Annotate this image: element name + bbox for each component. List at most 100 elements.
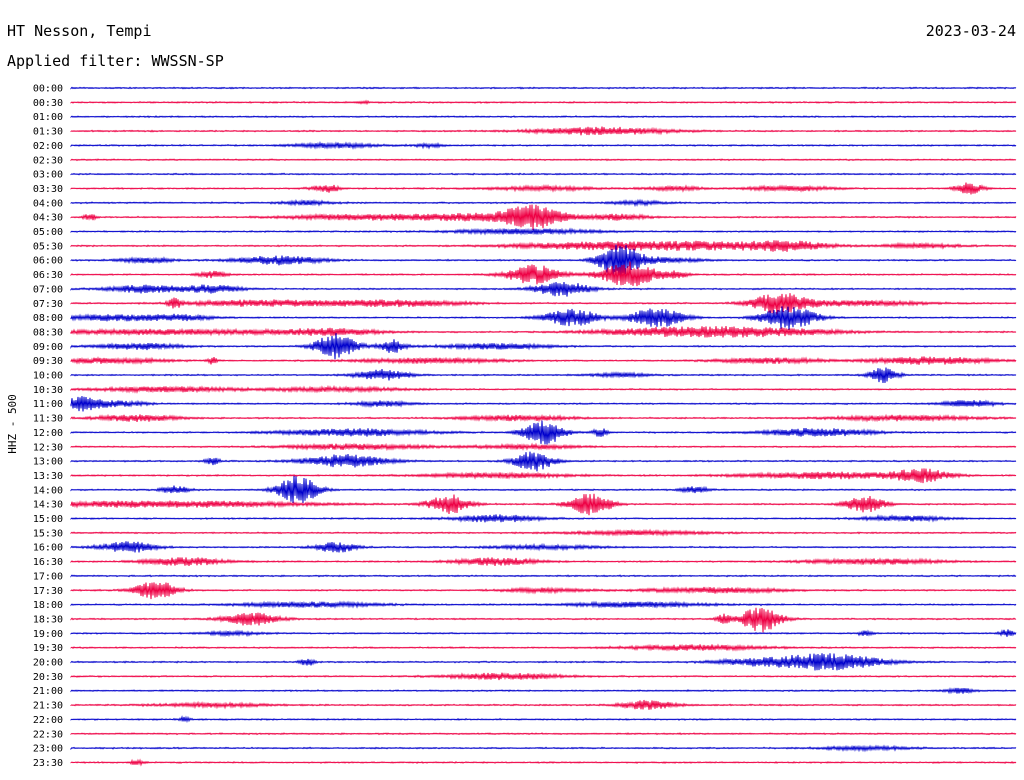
time-tick-label: 17:00: [33, 571, 63, 582]
date-label: 2023-03-24: [926, 22, 1016, 40]
time-tick-label: 19:30: [33, 643, 63, 654]
trace-line: [70, 141, 1017, 150]
trace-line: [70, 672, 1017, 681]
time-tick-label: 15:00: [33, 514, 63, 525]
trace-line: [70, 541, 1017, 553]
time-tick-label: 06:00: [33, 256, 63, 267]
time-tick-label: 10:00: [33, 371, 63, 382]
trace-line: [70, 475, 1017, 503]
time-tick-label: 03:00: [33, 170, 63, 181]
time-tick-label: 02:00: [33, 141, 63, 152]
trace-line: [70, 326, 1017, 338]
trace-line: [70, 306, 1017, 330]
trace-line: [70, 557, 1017, 566]
trace-line: [70, 261, 1017, 287]
trace-line: [70, 333, 1017, 360]
trace-line: [70, 244, 1017, 279]
trace-line: [70, 607, 1017, 633]
time-tick-label: 06:30: [33, 270, 63, 281]
trace-line: [70, 158, 1017, 162]
time-tick-label: 14:00: [33, 485, 63, 496]
trace-line: [70, 367, 1017, 384]
time-tick-label: 13:00: [33, 457, 63, 468]
time-tick-label: 18:30: [33, 614, 63, 625]
trace-line: [70, 687, 1017, 695]
trace-line: [70, 99, 1017, 106]
time-tick-label: 01:00: [33, 112, 63, 123]
time-tick-labels: 00:00 00:30 01:00 01:30 02:00 02:30 03:00 03:30…: [33, 84, 63, 769]
time-tick-label: 01:30: [33, 127, 63, 138]
trace-line: [70, 732, 1017, 736]
time-tick-label: 20:30: [33, 672, 63, 683]
time-tick-label: 00:00: [33, 84, 63, 95]
channel-axis-label: HHZ - 500: [6, 394, 19, 454]
trace-line: [70, 384, 1017, 394]
time-tick-label: 10:30: [33, 385, 63, 396]
trace-line: [70, 451, 1017, 472]
trace-line: [70, 282, 1017, 297]
trace-line: [70, 396, 1017, 412]
trace-line: [70, 629, 1017, 638]
time-tick-label: 07:00: [33, 284, 63, 295]
time-tick-label: 22:00: [33, 715, 63, 726]
time-tick-label: 22:30: [33, 729, 63, 740]
trace-line: [70, 182, 1017, 195]
trace-line: [70, 699, 1017, 710]
time-tick-label: 05:30: [33, 241, 63, 252]
trace-line: [70, 86, 1017, 90]
trace-line: [70, 126, 1017, 136]
trace-line: [70, 356, 1017, 366]
trace-line: [70, 600, 1017, 609]
trace-line: [70, 528, 1017, 537]
trace-line: [70, 574, 1017, 578]
trace-line: [70, 643, 1017, 652]
trace-line: [70, 115, 1017, 119]
trace-line: [70, 240, 1017, 252]
time-tick-label: 20:00: [33, 658, 63, 669]
time-tick-label: 23:30: [33, 758, 63, 769]
seismic-traces: [70, 86, 1017, 767]
time-tick-label: 12:00: [33, 428, 63, 439]
time-tick-label: 00:30: [33, 98, 63, 109]
trace-line: [70, 582, 1017, 600]
station-title: HT Nesson, Tempi: [7, 22, 152, 40]
time-tick-label: 05:00: [33, 227, 63, 238]
trace-line: [70, 420, 1017, 445]
time-tick-label: 04:30: [33, 213, 63, 224]
trace-line: [70, 198, 1017, 208]
trace-line: [70, 227, 1017, 236]
trace-line: [70, 715, 1017, 723]
time-tick-label: 08:00: [33, 313, 63, 324]
time-tick-label: 19:00: [33, 629, 63, 640]
time-tick-label: 11:30: [33, 414, 63, 425]
time-tick-label: 08:30: [33, 327, 63, 338]
time-tick-label: 09:00: [33, 342, 63, 353]
trace-line: [70, 204, 1017, 230]
time-tick-label: 23:00: [33, 744, 63, 755]
trace-line: [70, 442, 1017, 452]
time-tick-label: 16:00: [33, 543, 63, 554]
trace-line: [70, 413, 1017, 423]
time-tick-label: 16:30: [33, 557, 63, 568]
time-tick-label: 04:00: [33, 198, 63, 209]
time-tick-label: 18:00: [33, 600, 63, 611]
trace-line: [70, 744, 1017, 753]
time-tick-label: 12:30: [33, 442, 63, 453]
time-tick-label: 17:30: [33, 586, 63, 597]
time-tick-label: 13:30: [33, 471, 63, 482]
time-tick-label: 07:30: [33, 299, 63, 310]
time-tick-label: 14:30: [33, 500, 63, 511]
trace-line: [70, 493, 1017, 516]
time-tick-label: 15:30: [33, 528, 63, 539]
filter-label: Applied filter: WWSSN-SP: [7, 52, 224, 70]
trace-line: [70, 514, 1017, 523]
time-tick-label: 03:30: [33, 184, 63, 195]
time-tick-label: 02:30: [33, 155, 63, 166]
time-tick-label: 11:00: [33, 399, 63, 410]
trace-line: [70, 172, 1017, 176]
trace-line: [70, 468, 1017, 484]
time-tick-label: 09:30: [33, 356, 63, 367]
trace-line: [70, 758, 1017, 767]
trace-line: [70, 293, 1017, 315]
